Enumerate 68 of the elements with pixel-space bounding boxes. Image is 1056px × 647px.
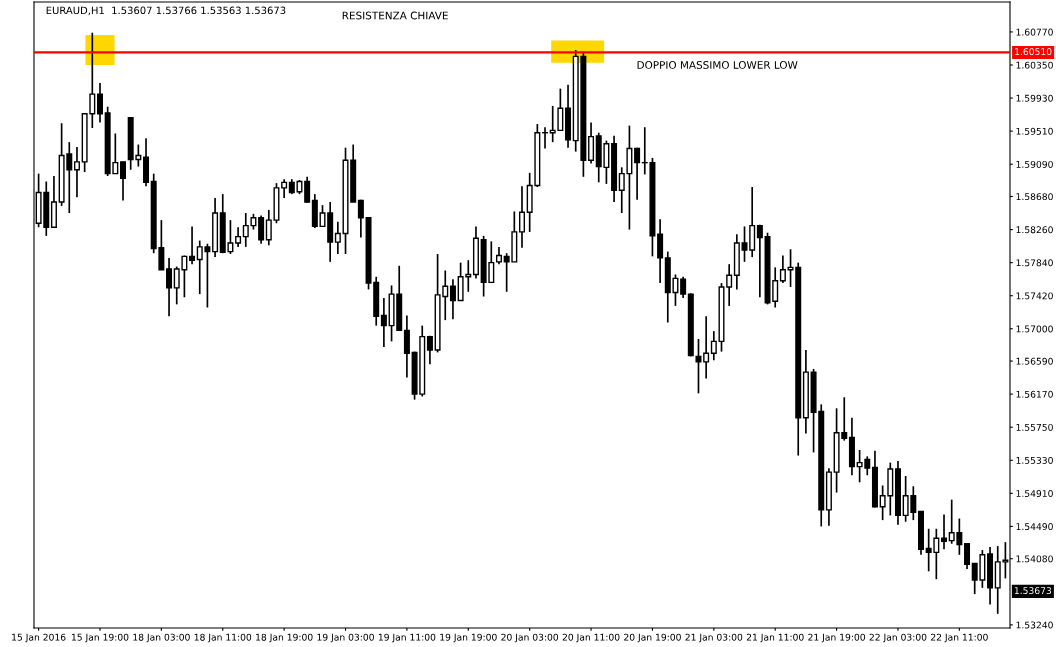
candlestick bbox=[519, 185, 525, 249]
chart-title: EURAUD,H1 1.53607 1.53766 1.53563 1.53673 bbox=[46, 6, 286, 16]
y-tick-label: 1.56170 bbox=[1016, 390, 1053, 398]
annotation: DOPPIO MASSIMO LOWER LOW bbox=[637, 61, 798, 69]
y-tick-label: 1.59090 bbox=[1016, 160, 1053, 168]
candlestick bbox=[726, 263, 733, 307]
candlestick bbox=[120, 161, 127, 202]
y-tick-label: 1.57420 bbox=[1016, 292, 1053, 300]
candlestick bbox=[334, 220, 341, 255]
y-tick-label: 1.59510 bbox=[1016, 127, 1053, 135]
x-tick-label: 18 Jan 03:00 bbox=[133, 633, 190, 643]
y-tick-label: 1.60350 bbox=[1016, 61, 1053, 69]
candlestick bbox=[380, 297, 387, 348]
y-tick-label: 1.57000 bbox=[1016, 325, 1053, 333]
candlestick bbox=[449, 278, 456, 321]
candlestick bbox=[964, 542, 971, 570]
x-tick-label: 15 Jan 2016 bbox=[12, 633, 66, 643]
x-tick-label: 21 Jan 19:00 bbox=[808, 633, 865, 643]
candlestick bbox=[189, 225, 196, 266]
candlestick bbox=[680, 275, 687, 299]
candlestick bbox=[941, 513, 948, 551]
candlestick bbox=[304, 175, 311, 204]
x-tick-label: 21 Jan 11:00 bbox=[746, 633, 804, 643]
x-tick-label: 20 Jan 19:00 bbox=[624, 633, 681, 643]
x-tick-label: 19 Jan 19:00 bbox=[440, 633, 497, 643]
candlestick bbox=[695, 338, 702, 395]
candlestick bbox=[779, 254, 786, 284]
candlestick bbox=[403, 314, 410, 379]
x-tick-label: 22 Jan 03:00 bbox=[869, 633, 927, 643]
y-tick-label: 1.58680 bbox=[1016, 193, 1053, 201]
candlestick bbox=[756, 224, 763, 299]
text: 1.53673 bbox=[1014, 587, 1052, 595]
candlestick bbox=[96, 82, 103, 124]
y-tick-label: 1.58260 bbox=[1016, 226, 1053, 234]
candlestick bbox=[235, 226, 242, 248]
y-tick-label: 1.54080 bbox=[1016, 555, 1053, 563]
x-tick-label: 20 Jan 11:00 bbox=[562, 633, 620, 643]
x-tick-label: 19 Jan 11:00 bbox=[378, 633, 436, 643]
x-tick-label: 18 Jan 19:00 bbox=[256, 633, 313, 643]
x-tick-label: 19 Jan 03:00 bbox=[317, 633, 374, 643]
y-tick-label: 1.55750 bbox=[1016, 423, 1053, 431]
candlestick bbox=[710, 330, 717, 362]
candlestick bbox=[657, 218, 664, 284]
candlestick bbox=[703, 315, 710, 380]
candlestick bbox=[166, 257, 173, 318]
x-tick-label: 22 Jan 11:00 bbox=[931, 633, 988, 643]
x-tick-label: 21 Jan 03:00 bbox=[685, 633, 743, 643]
x-tick-label: 18 Jan 11:00 bbox=[194, 633, 252, 643]
y-tick-label: 1.54910 bbox=[1016, 490, 1053, 497]
y-tick-label: 1.53240 bbox=[1016, 621, 1053, 629]
y-tick-label: 1.59930 bbox=[1016, 94, 1053, 102]
x-tick-label: 20 Jan 03:00 bbox=[501, 633, 559, 643]
candlestick bbox=[73, 146, 80, 199]
ref-line-label: 1.60510 bbox=[1015, 48, 1052, 56]
candlestick bbox=[281, 178, 288, 199]
y-tick-label: 1.57840 bbox=[1016, 259, 1053, 267]
candlestick bbox=[542, 126, 549, 150]
candlestick bbox=[357, 198, 364, 239]
annotation: RESISTENZA CHIAVE bbox=[342, 11, 448, 20]
candlestick bbox=[426, 335, 433, 366]
x-tick-label: 15 Jan 19:00 bbox=[71, 633, 129, 643]
y-tick-label: 1.54490 bbox=[1016, 523, 1053, 531]
y-tick-label: 1.60770 bbox=[1016, 28, 1053, 36]
candlestick bbox=[588, 121, 595, 165]
y-tick-label: 1.56590 bbox=[1016, 357, 1053, 365]
candlestick bbox=[258, 214, 265, 245]
candlestick bbox=[634, 146, 641, 201]
y-tick-label: 1.55330 bbox=[1016, 456, 1053, 464]
